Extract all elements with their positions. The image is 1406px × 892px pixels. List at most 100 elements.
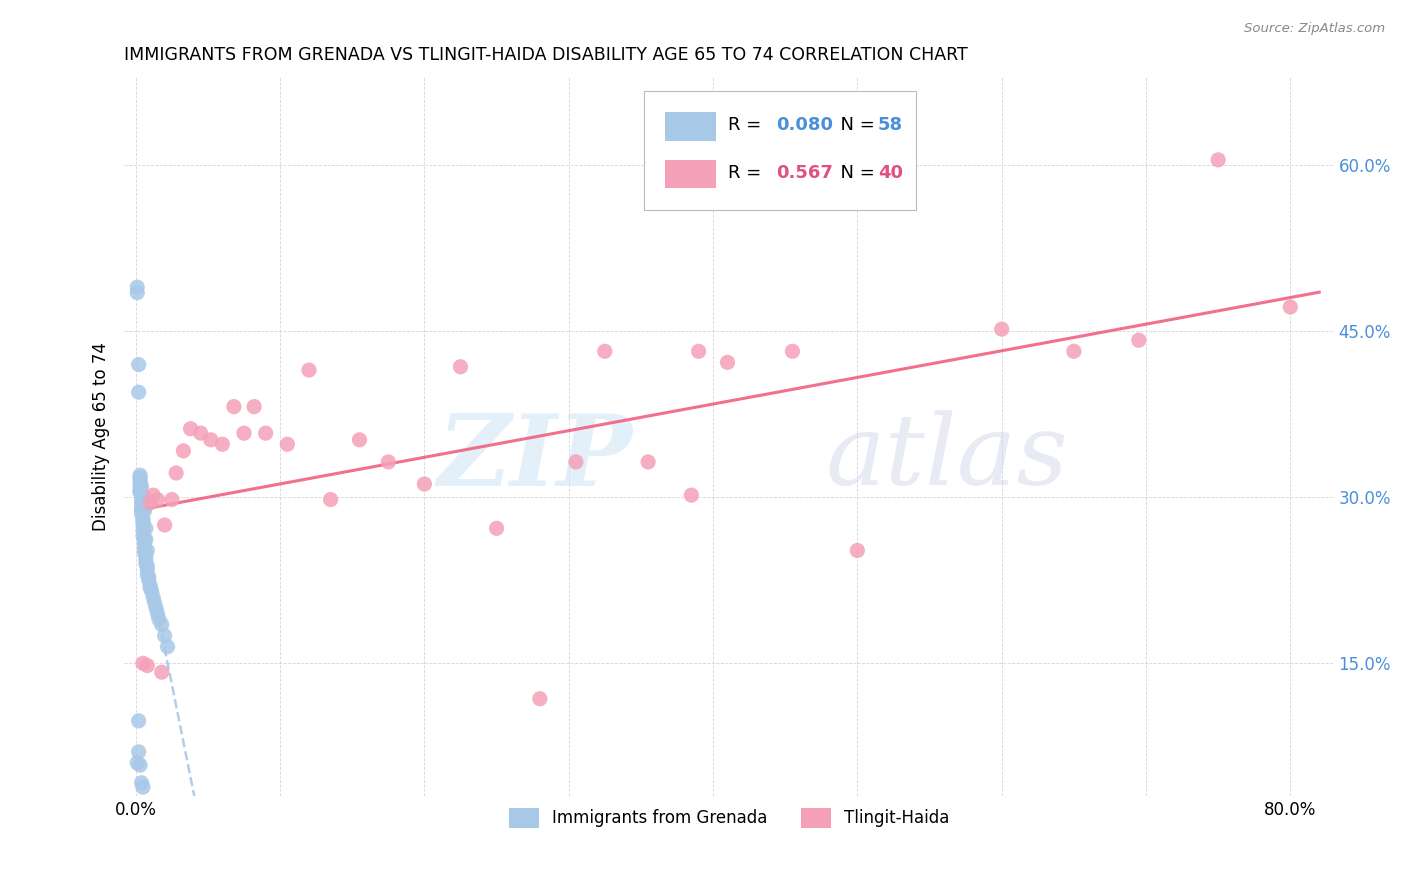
Point	[134, 537, 156, 551]
Point	[243, 400, 266, 414]
Point	[172, 443, 194, 458]
Point	[139, 581, 162, 595]
Point	[190, 426, 212, 441]
Point	[132, 657, 155, 671]
Point	[131, 507, 153, 521]
Text: R =: R =	[728, 116, 766, 134]
Point	[146, 607, 169, 621]
Point	[211, 437, 233, 451]
Point	[146, 492, 169, 507]
Point	[145, 601, 167, 615]
Point	[129, 484, 152, 499]
Point	[165, 466, 187, 480]
Point	[136, 658, 159, 673]
Point	[132, 529, 155, 543]
Point	[156, 640, 179, 654]
Point	[134, 541, 156, 556]
Point	[129, 758, 152, 772]
Point	[134, 503, 156, 517]
Point	[129, 482, 152, 496]
Text: R =: R =	[728, 163, 766, 182]
Point	[129, 468, 152, 483]
Legend: Immigrants from Grenada, Tlingit-Haida: Immigrants from Grenada, Tlingit-Haida	[502, 801, 956, 835]
Point	[846, 543, 869, 558]
Point	[1279, 300, 1302, 314]
Point	[139, 579, 162, 593]
Point	[134, 533, 156, 547]
Point	[782, 344, 804, 359]
Point	[135, 533, 157, 547]
Point	[413, 477, 436, 491]
FancyBboxPatch shape	[665, 160, 716, 188]
Point	[450, 359, 472, 374]
Point	[138, 570, 160, 584]
Point	[132, 524, 155, 538]
Text: 40: 40	[877, 163, 903, 182]
Point	[688, 344, 710, 359]
FancyBboxPatch shape	[644, 91, 917, 210]
Point	[349, 433, 371, 447]
Point	[153, 518, 176, 533]
Point	[132, 780, 155, 795]
Point	[136, 562, 159, 576]
Point	[128, 358, 150, 372]
Point	[136, 558, 159, 573]
Point	[131, 776, 153, 790]
Point	[131, 492, 153, 507]
Point	[136, 543, 159, 558]
Point	[131, 496, 153, 510]
Point	[127, 280, 149, 294]
Text: N =: N =	[830, 116, 880, 134]
Text: N =: N =	[830, 163, 880, 182]
Point	[1206, 153, 1229, 167]
Point	[132, 503, 155, 517]
Point	[142, 488, 165, 502]
Point	[150, 665, 173, 680]
Point	[135, 548, 157, 562]
FancyBboxPatch shape	[665, 112, 716, 141]
Point	[129, 474, 152, 488]
Point	[128, 745, 150, 759]
Point	[132, 512, 155, 526]
Point	[135, 557, 157, 571]
Point	[128, 385, 150, 400]
Point	[131, 479, 153, 493]
Point	[135, 552, 157, 566]
Point	[129, 470, 152, 484]
Point	[148, 612, 170, 626]
Y-axis label: Disability Age 65 to 74: Disability Age 65 to 74	[93, 342, 110, 531]
Point	[131, 491, 153, 505]
Text: atlas: atlas	[825, 410, 1069, 506]
Point	[298, 363, 321, 377]
Point	[136, 567, 159, 582]
Point	[141, 584, 163, 599]
Point	[565, 455, 588, 469]
Point	[142, 590, 165, 604]
Point	[1128, 333, 1150, 347]
Text: Source: ZipAtlas.com: Source: ZipAtlas.com	[1244, 22, 1385, 36]
Point	[131, 501, 153, 516]
Point	[134, 546, 156, 560]
Point	[129, 477, 152, 491]
Point	[135, 521, 157, 535]
Point	[233, 426, 256, 441]
Point	[138, 574, 160, 588]
Point	[200, 433, 222, 447]
Point	[129, 484, 152, 499]
Point	[254, 426, 277, 441]
Text: 0.080: 0.080	[776, 116, 834, 134]
Point	[153, 629, 176, 643]
Text: IMMIGRANTS FROM GRENADA VS TLINGIT-HAIDA DISABILITY AGE 65 TO 74 CORRELATION CHA: IMMIGRANTS FROM GRENADA VS TLINGIT-HAIDA…	[124, 46, 967, 64]
Text: ZIP: ZIP	[437, 409, 633, 507]
Point	[319, 492, 342, 507]
Point	[990, 322, 1012, 336]
Point	[127, 285, 149, 300]
Point	[637, 455, 659, 469]
Point	[143, 595, 166, 609]
Point	[593, 344, 616, 359]
Point	[132, 518, 155, 533]
Point	[150, 617, 173, 632]
Point	[180, 422, 202, 436]
Point	[716, 355, 738, 369]
Point	[681, 488, 703, 502]
